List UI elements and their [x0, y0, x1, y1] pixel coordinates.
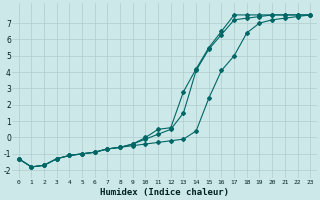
X-axis label: Humidex (Indice chaleur): Humidex (Indice chaleur): [100, 188, 229, 197]
